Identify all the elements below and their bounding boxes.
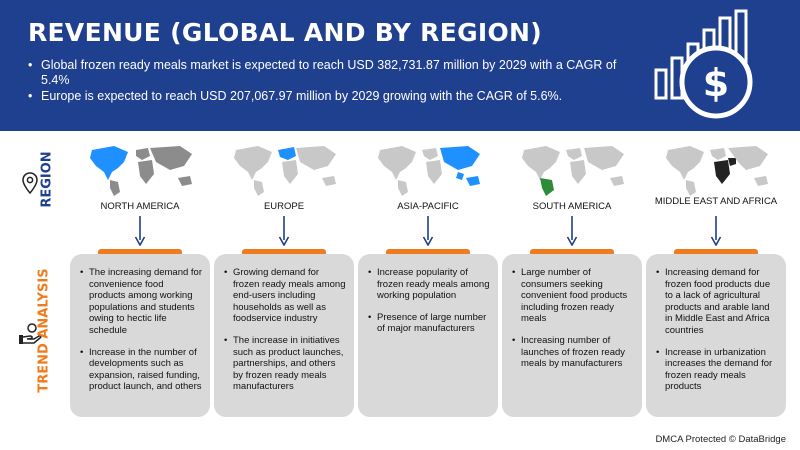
region-column-middle-east-africa: MIDDLE EAST AND AFRICA Increasing demand…	[646, 140, 786, 420]
arrow-down-icon	[134, 216, 146, 246]
world-map-middle-east-africa-icon	[666, 146, 768, 196]
trend-point: Increase popularity of frozen ready meal…	[368, 267, 490, 302]
trend-analysis-side-label: TREND ANALYSIS	[36, 268, 52, 393]
region-side-label: REGION	[39, 151, 55, 208]
region-name: NORTH AMERICA	[100, 201, 180, 212]
region-name: MIDDLE EAST AND AFRICA	[654, 196, 778, 207]
region-column-north-america: NORTH AMERICA The increasing demand for …	[70, 140, 210, 420]
region-column-south-america: SOUTH AMERICA Large number of consumers …	[502, 140, 642, 420]
arrow-down-icon	[278, 216, 290, 246]
trend-card: Increase popularity of frozen ready meal…	[358, 254, 498, 417]
trend-card: The increasing demand for convenience fo…	[70, 254, 210, 417]
trend-point: Increase in the number of developments s…	[80, 347, 202, 393]
trend-point: Increasing demand for frozen food produc…	[656, 267, 778, 337]
trend-card: Growing demand for frozen ready meals am…	[214, 254, 354, 417]
accent-bar	[386, 249, 470, 254]
hand-coin-icon	[19, 323, 42, 344]
region-column-asia-pacific: ASIA-PACIFIC Increase popularity of froz…	[358, 140, 498, 420]
world-map-asia-pacific-icon	[378, 146, 480, 196]
header-bullets: Global frozen ready meals market is expe…	[28, 58, 638, 105]
accent-bar	[242, 249, 326, 254]
trend-point: The increasing demand for convenience fo…	[80, 267, 202, 337]
location-pin-icon	[22, 172, 38, 194]
arrow-down-icon	[422, 216, 434, 246]
header-bullet: Global frozen ready meals market is expe…	[28, 58, 638, 88]
trend-point: The increase in initiatives such as prod…	[224, 335, 346, 393]
trend-card: Increasing demand for frozen food produc…	[646, 254, 786, 417]
region-name: EUROPE	[263, 201, 305, 212]
trend-point: Increase in urbanization increases the d…	[656, 347, 778, 393]
footer-credit: DMCA Protected © DataBridge	[655, 434, 786, 445]
header-bullet: Europe is expected to reach USD 207,067.…	[28, 89, 638, 104]
page-title: REVENUE (GLOBAL AND BY REGION)	[28, 18, 543, 47]
accent-bar	[674, 249, 758, 254]
header-banner: REVENUE (GLOBAL AND BY REGION) Global fr…	[0, 0, 800, 131]
svg-text:$: $	[703, 61, 729, 105]
trend-point: Presence of large number of major manufa…	[368, 312, 490, 335]
revenue-chart-dollar-icon: $	[654, 9, 753, 119]
arrow-down-icon	[566, 216, 578, 246]
world-map-south-america-icon	[522, 146, 624, 196]
accent-bar	[530, 249, 614, 254]
region-column-europe: EUROPE Growing demand for frozen ready m…	[214, 140, 354, 420]
trend-point: Large number of consumers seeking conven…	[512, 267, 634, 325]
accent-bar	[98, 249, 182, 254]
trend-point: Growing demand for frozen ready meals am…	[224, 267, 346, 325]
world-map-north-america-icon	[90, 146, 192, 196]
region-name: ASIA-PACIFIC	[397, 201, 459, 212]
trend-point: Increasing number of launches of frozen …	[512, 335, 634, 370]
trend-card: Large number of consumers seeking conven…	[502, 254, 642, 417]
region-name: SOUTH AMERICA	[532, 201, 612, 212]
arrow-down-icon	[710, 216, 722, 246]
world-map-europe-icon	[234, 146, 336, 196]
